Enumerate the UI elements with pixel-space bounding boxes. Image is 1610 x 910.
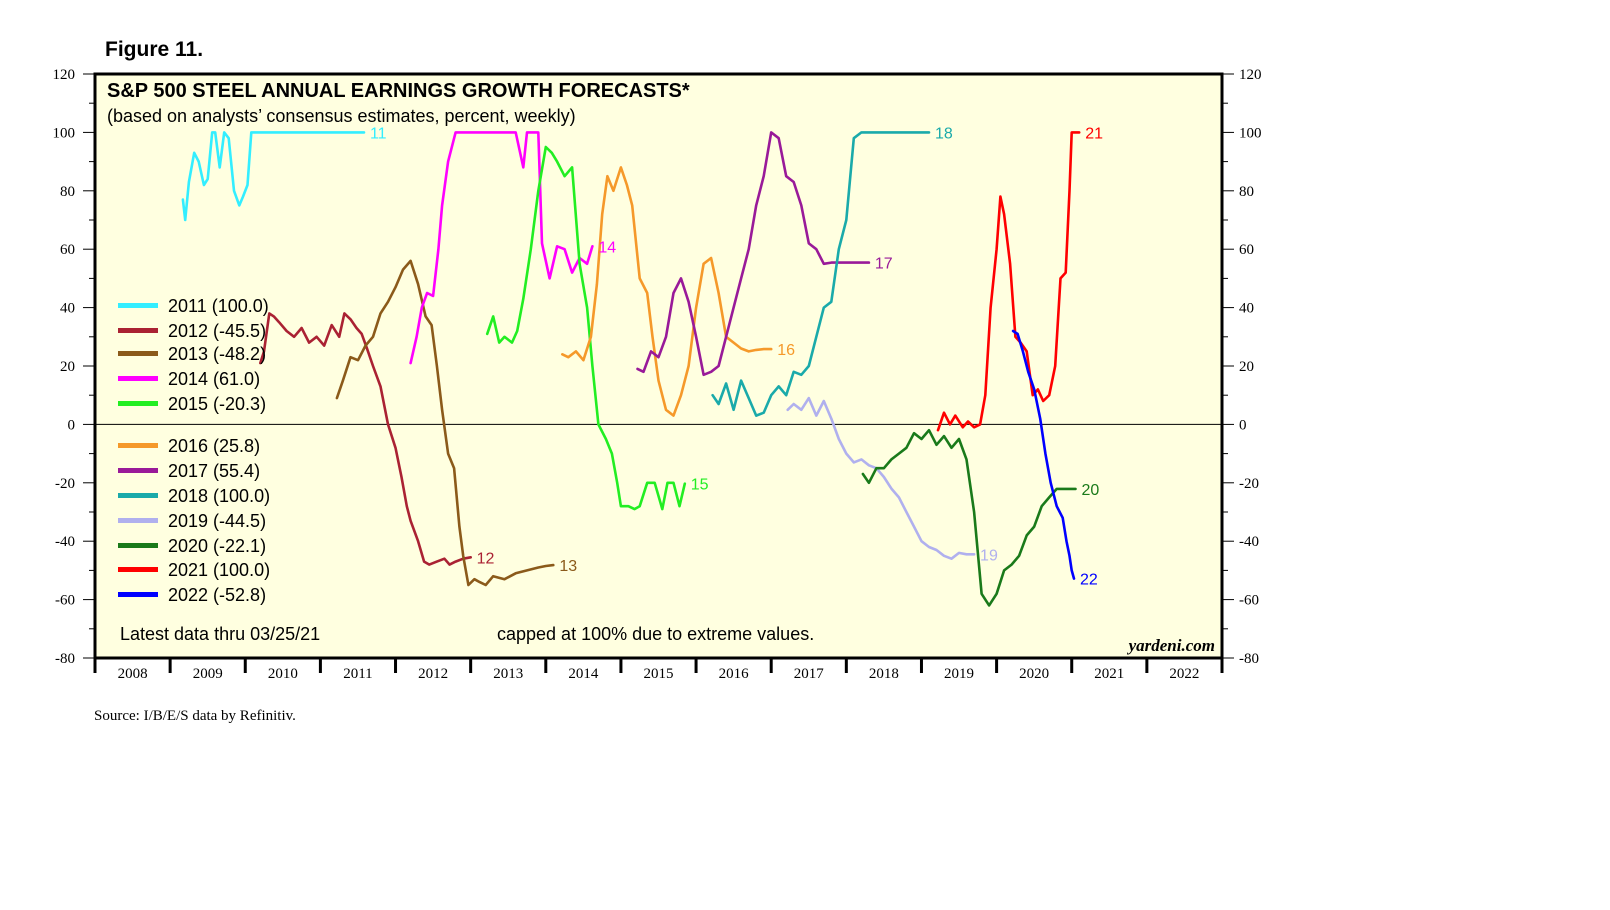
x-tick-label: 2020 xyxy=(1019,666,1049,682)
legend-swatch-15 xyxy=(118,401,158,406)
watermark: yardeni.com xyxy=(1127,636,1215,655)
series-line-12 xyxy=(258,312,473,566)
series-line-22 xyxy=(1011,329,1076,580)
legend-swatch-19 xyxy=(118,518,158,523)
x-tick-label: 2013 xyxy=(493,666,523,682)
x-tick-label: 2015 xyxy=(644,666,674,682)
y-tick-label-right: -40 xyxy=(1239,534,1259,550)
series-line-21 xyxy=(936,131,1081,432)
series-end-label-22: 22 xyxy=(1080,572,1098,589)
series-end-label-17: 17 xyxy=(875,256,893,273)
x-tick-label: 2012 xyxy=(418,666,448,682)
plot-background xyxy=(95,74,1222,658)
latest-data-note: Latest data thru 03/25/21 xyxy=(120,624,320,644)
legend-swatch-21 xyxy=(118,567,158,572)
x-tick-label: 2008 xyxy=(118,666,148,682)
x-tick-label: 2017 xyxy=(794,666,825,682)
y-tick-label-right: 0 xyxy=(1239,417,1247,433)
x-axis: 2008 2009 2010 2011 2012 2013 2014 2015 2016 2017… xyxy=(93,658,1224,682)
y-tick-label-left: 20 xyxy=(60,359,75,375)
y-tick-label-right: -20 xyxy=(1239,476,1259,492)
y-tick-label-right: 60 xyxy=(1239,242,1254,258)
legend-label-11: 2011 (100.0) xyxy=(168,296,269,316)
chart-title: S&P 500 STEEL ANNUAL EARNINGS GROWTH FOR… xyxy=(107,80,690,102)
legend-swatch-16 xyxy=(118,443,158,448)
y-tick-label-right: 80 xyxy=(1239,184,1254,200)
legend-swatch-12 xyxy=(118,328,158,333)
series-end-label-16: 16 xyxy=(777,342,795,359)
series-end-label-15: 15 xyxy=(691,477,709,494)
x-tick-label: 2018 xyxy=(869,666,899,682)
legend-swatch-14 xyxy=(118,376,158,381)
legend-label-21: 2021 (100.0) xyxy=(168,560,270,580)
legend-label-20: 2020 (-22.1) xyxy=(168,536,266,556)
y-tick-label-right: 20 xyxy=(1239,359,1254,375)
series-end-label-12: 12 xyxy=(477,550,495,567)
legend: 2011 (100.0) 2012 (-45.5) 2013 (-48.2) 2014… xyxy=(118,296,270,605)
series-end-label-14: 14 xyxy=(598,239,616,256)
series-end-label-18: 18 xyxy=(935,125,953,142)
legend-label-22: 2022 (-52.8) xyxy=(168,585,266,605)
legend-label-18: 2018 (100.0) xyxy=(168,486,270,506)
y-tick-label-left: -40 xyxy=(55,534,75,550)
y-tick-label-left: 40 xyxy=(60,301,75,317)
legend-swatch-17 xyxy=(118,468,158,473)
x-tick-label: 2009 xyxy=(193,666,223,682)
y-tick-label-right: -60 xyxy=(1239,593,1259,609)
y-tick-label-left: -60 xyxy=(55,593,75,609)
y-tick-label-right: 100 xyxy=(1239,125,1262,141)
legend-swatch-13 xyxy=(118,351,158,356)
chart-subtitle: (based on analysts’ consensus estimates,… xyxy=(107,106,576,126)
x-tick-label: 2022 xyxy=(1169,666,1199,682)
legend-label-15: 2015 (-20.3) xyxy=(168,394,266,414)
y-axis-right: -80 -60 -40 -20 0 20 40 60 80 100 120 xyxy=(1222,67,1262,667)
series-line-17 xyxy=(636,131,871,377)
series-end-label-13: 13 xyxy=(559,558,577,575)
legend-label-12: 2012 (-45.5) xyxy=(168,321,266,341)
legend-label-13: 2013 (-48.2) xyxy=(168,344,266,364)
series-line-14 xyxy=(409,131,594,365)
legend-label-19: 2019 (-44.5) xyxy=(168,511,266,531)
legend-label-17: 2017 (55.4) xyxy=(168,461,260,481)
y-tick-label-left: 60 xyxy=(60,242,75,258)
y-tick-label-right: 40 xyxy=(1239,301,1254,317)
y-tick-label-left: 120 xyxy=(53,67,76,83)
y-tick-label-left: 80 xyxy=(60,184,75,200)
y-axis-left: -80 -60 -40 -20 0 20 40 60 80 100 120 xyxy=(53,67,95,667)
series-lines xyxy=(181,131,1081,607)
capped-note: capped at 100% due to extreme values. xyxy=(497,624,814,644)
series-line-16 xyxy=(560,166,773,417)
series-end-label-11: 11 xyxy=(370,125,387,142)
series-end-label-20: 20 xyxy=(1081,482,1099,499)
series-end-label-21: 21 xyxy=(1085,125,1103,142)
series-line-18 xyxy=(711,131,931,417)
y-tick-label-left: -80 xyxy=(55,651,75,667)
y-tick-label-right: 120 xyxy=(1239,67,1262,83)
x-tick-label: 2016 xyxy=(719,666,750,682)
y-tick-label-right: -80 xyxy=(1239,651,1259,667)
series-end-label-19: 19 xyxy=(980,547,998,564)
legend-swatch-18 xyxy=(118,493,158,498)
x-tick-label: 2011 xyxy=(343,666,372,682)
series-line-11 xyxy=(181,131,366,222)
legend-label-14: 2014 (61.0) xyxy=(168,369,260,389)
x-tick-label: 2021 xyxy=(1094,666,1124,682)
x-tick-label: 2019 xyxy=(944,666,974,682)
y-tick-label-left: -20 xyxy=(55,476,75,492)
legend-swatch-11 xyxy=(118,303,158,308)
series-line-20 xyxy=(861,428,1077,607)
source-note: Source: I/B/E/S data by Refinitiv. xyxy=(94,708,296,724)
series-end-labels: 11 12 13 14 15 16 17 18 19 20 21 22 xyxy=(370,125,1103,588)
legend-swatch-20 xyxy=(118,543,158,548)
series-line-19 xyxy=(786,396,976,561)
y-tick-label-left: 100 xyxy=(53,125,76,141)
legend-label-16: 2016 (25.8) xyxy=(168,436,260,456)
figure-label: Figure 11. xyxy=(105,38,204,61)
y-tick-label-left: 0 xyxy=(68,417,76,433)
x-tick-label: 2014 xyxy=(568,666,599,682)
series-line-13 xyxy=(335,259,555,587)
x-tick-label: 2010 xyxy=(268,666,298,682)
legend-swatch-22 xyxy=(118,592,158,597)
